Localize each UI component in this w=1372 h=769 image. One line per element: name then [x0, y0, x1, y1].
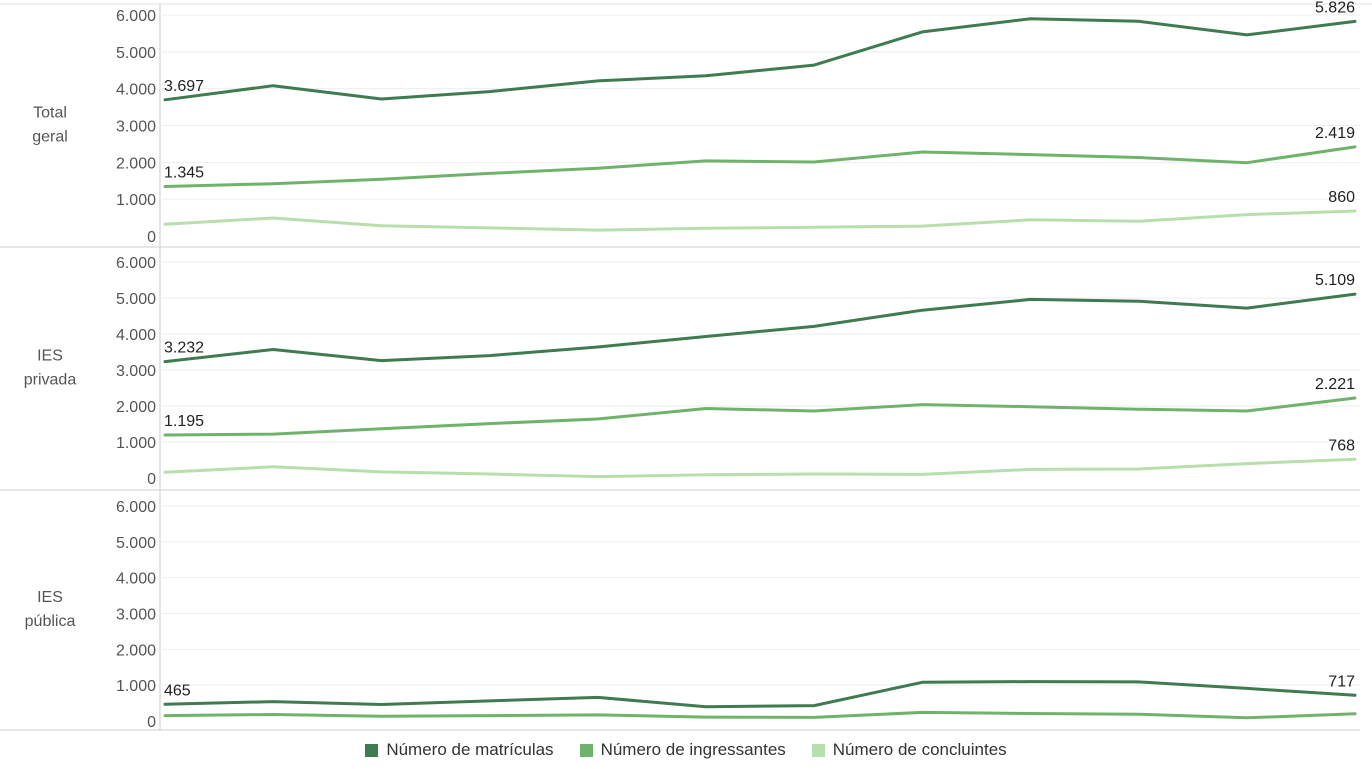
row-label-line: IES: [37, 348, 63, 365]
series-line: [163, 457, 1357, 479]
y-tick-label: 1.000: [116, 192, 156, 209]
y-tick-label: 2.000: [116, 399, 156, 416]
data-label-last: 2.221: [1315, 376, 1355, 393]
legend: Número de matrículas Número de ingressant…: [0, 740, 1372, 760]
row-label-line: IES: [37, 589, 63, 606]
data-label-first: 465: [164, 682, 191, 699]
data-label-last: 5.109: [1315, 272, 1355, 289]
y-tick-label: 0: [147, 714, 156, 731]
y-tick-label: 6.000: [116, 255, 156, 272]
series-line: [163, 396, 1357, 437]
y-tick-label: 4.000: [116, 82, 156, 99]
legend-swatch: [579, 743, 593, 757]
y-tick-label: 2.000: [116, 642, 156, 659]
y-tick-label: 4.000: [116, 327, 156, 344]
row-label-line: Total: [33, 105, 67, 122]
legend-label: Número de concluintes: [832, 740, 1007, 759]
row-label: IES privada: [24, 348, 77, 389]
data-label-last: 768: [1328, 437, 1355, 454]
legend-swatch: [365, 743, 379, 757]
series-line: [163, 209, 1357, 232]
data-label-last: 2.419: [1315, 125, 1355, 142]
y-tick-label: 5.000: [116, 45, 156, 62]
series-line: [163, 680, 1357, 709]
legend-label: Número de matrículas: [386, 740, 554, 759]
legend-item: Número de concluintes: [811, 740, 1007, 760]
y-tick-label: 3.000: [116, 119, 156, 136]
row-label: IES pública: [25, 589, 76, 630]
data-label-first: 3.232: [164, 340, 204, 357]
series-line: [163, 710, 1357, 720]
y-tick-label: 6.000: [116, 8, 156, 25]
row-label-line: privada: [24, 372, 77, 389]
y-tick-label: 5.000: [116, 535, 156, 552]
y-tick-label: 6.000: [116, 499, 156, 516]
y-tick-label: 4.000: [116, 571, 156, 588]
y-tick-label: 0: [147, 471, 156, 488]
series-line: [163, 292, 1357, 364]
y-tick-label: 0: [147, 229, 156, 246]
row-label-line: geral: [32, 129, 68, 146]
series-line: [163, 145, 1357, 188]
legend-label: Número de ingressantes: [600, 740, 786, 759]
row-label: Total geral: [32, 105, 68, 146]
y-tick-label: 2.000: [116, 155, 156, 172]
data-label-first: 1.345: [164, 164, 204, 181]
legend-swatch: [811, 743, 825, 757]
data-label-last: 5.826: [1315, 0, 1355, 16]
y-tick-label: 5.000: [116, 291, 156, 308]
chart-svg: 0 1.000 2.000 3.000 4.000 5.000 6.000 Total gera…: [0, 0, 1372, 731]
legend-item: Número de matrículas: [365, 740, 554, 760]
y-tick-label: 1.000: [116, 678, 156, 695]
row-label-line: pública: [25, 613, 76, 630]
y-tick-label: 3.000: [116, 607, 156, 624]
data-label-last: 717: [1328, 673, 1355, 690]
y-tick-label: 3.000: [116, 363, 156, 380]
series-line: [163, 17, 1357, 102]
legend-item: Número de ingressantes: [579, 740, 786, 760]
data-label-first: 3.697: [164, 78, 204, 95]
data-label-last: 860: [1328, 189, 1355, 206]
data-label-first: 1.195: [164, 413, 204, 430]
y-tick-label: 1.000: [116, 435, 156, 452]
